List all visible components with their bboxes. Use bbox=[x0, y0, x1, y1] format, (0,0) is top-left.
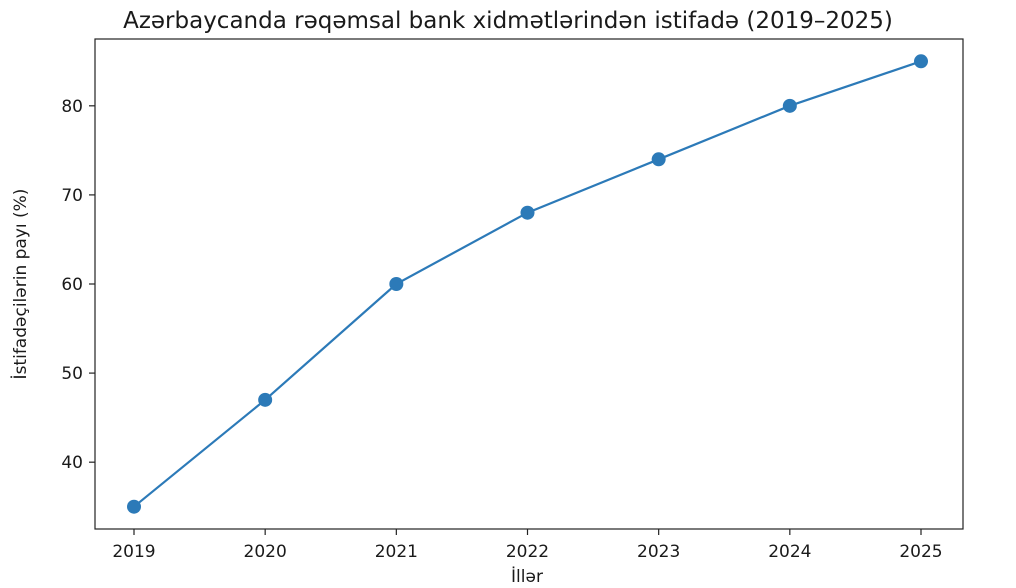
x-tick-label: 2020 bbox=[244, 542, 287, 562]
data-point bbox=[127, 499, 141, 514]
chart-title: Azərbaycanda rəqəmsal bank xidmətlərində… bbox=[123, 8, 893, 34]
data-point bbox=[782, 98, 797, 113]
y-tick-label: 40 bbox=[61, 453, 83, 473]
y-tick-label: 70 bbox=[61, 186, 83, 206]
data-point bbox=[914, 54, 928, 69]
data-point bbox=[651, 152, 666, 167]
x-tick-label: 2022 bbox=[506, 542, 549, 562]
x-tick-label: 2019 bbox=[112, 542, 155, 562]
y-axis-label: İstifadəçilərin payı (%) bbox=[10, 189, 31, 380]
x-tick-label: 2021 bbox=[375, 542, 418, 562]
y-tick-label: 60 bbox=[61, 275, 83, 295]
x-tick-label: 2024 bbox=[768, 542, 811, 562]
y-tick-label: 50 bbox=[61, 364, 83, 384]
x-tick-label: 2023 bbox=[637, 542, 680, 562]
data-points bbox=[127, 54, 928, 514]
x-axis-label: İllər bbox=[511, 566, 543, 587]
data-point bbox=[520, 205, 535, 220]
data-point bbox=[389, 277, 404, 291]
data-point bbox=[258, 392, 273, 407]
x-tick-label: 2025 bbox=[899, 542, 942, 562]
series-line bbox=[133, 60, 922, 508]
x-axis: 2019 2020 2021 2022 2023 2024 2025 bbox=[112, 529, 943, 562]
y-tick-label: 80 bbox=[61, 97, 83, 117]
y-axis: 40 50 60 70 80 bbox=[61, 97, 95, 473]
plot-frame bbox=[94, 38, 964, 530]
